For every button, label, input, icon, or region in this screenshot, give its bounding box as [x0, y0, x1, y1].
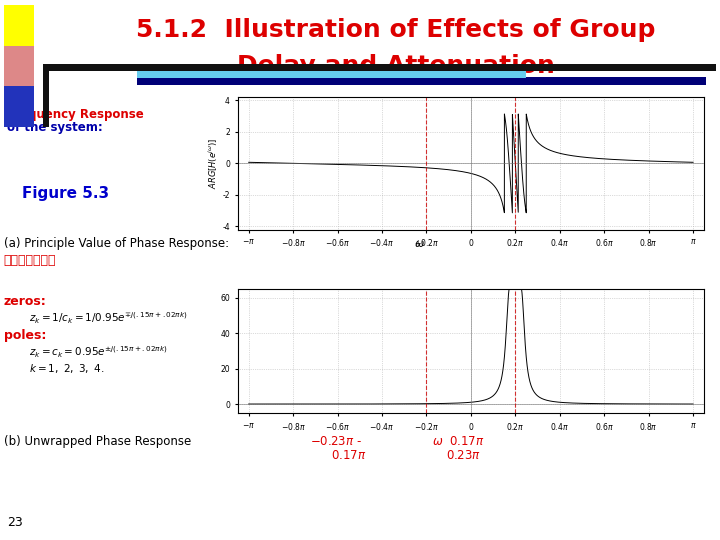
Text: Frequency Response: Frequency Response: [7, 108, 144, 121]
Text: $k=1,\ 2,\ 3,\ 4.$: $k=1,\ 2,\ 3,\ 4.$: [29, 362, 104, 375]
Text: 是全通系统作用: 是全通系统作用: [4, 254, 56, 267]
Text: $z_k = c_k = 0.95e^{\pm j(.15\pi+.02\pi k)}$: $z_k = c_k = 0.95e^{\pm j(.15\pi+.02\pi …: [29, 345, 167, 360]
Text: Figure 5.3: Figure 5.3: [22, 186, 109, 201]
Text: $\omega$  $0.17\pi$: $\omega$ $0.17\pi$: [432, 435, 485, 448]
Text: Delay and Attenuation: Delay and Attenuation: [237, 54, 555, 78]
Y-axis label: $ARG[H(e^{j\omega})]$: $ARG[H(e^{j\omega})]$: [206, 138, 220, 189]
Text: 5.1.2  Illustration of Effects of Group: 5.1.2 Illustration of Effects of Group: [136, 18, 656, 42]
Text: zeros:: zeros:: [4, 295, 46, 308]
Text: (a) Principle Value of Phase Response:: (a) Principle Value of Phase Response:: [4, 237, 229, 249]
Text: poles:: poles:: [4, 329, 46, 342]
Text: of the system:: of the system:: [7, 122, 103, 134]
Text: $-0.23\pi$ -: $-0.23\pi$ -: [310, 435, 361, 448]
Text: $z_k = 1/c_k = 1/0.95e^{\mp j(.15\pi+.02\pi k)}$: $z_k = 1/c_k = 1/0.95e^{\mp j(.15\pi+.02…: [29, 310, 187, 326]
Text: $0.23\pi$: $0.23\pi$: [446, 449, 481, 462]
Text: (b) Unwrapped Phase Response: (b) Unwrapped Phase Response: [4, 435, 191, 448]
Text: 23: 23: [7, 516, 23, 529]
Text: $0.17\pi$: $0.17\pi$: [331, 449, 366, 462]
Text: $\omega$: $\omega$: [414, 239, 425, 249]
